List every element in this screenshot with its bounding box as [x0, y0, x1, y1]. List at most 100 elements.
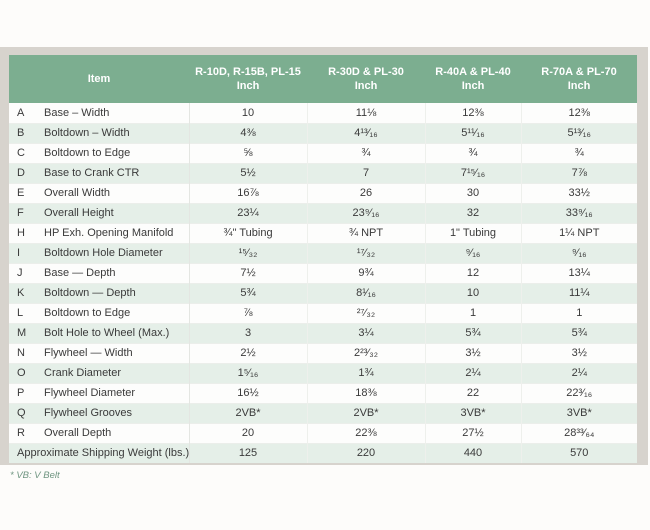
unit-label: Inch — [236, 80, 260, 92]
row-value: ²⁷⁄₃₂ — [307, 303, 426, 323]
row-value: 1¼ NPT — [559, 227, 600, 239]
row-value: 5¾ — [189, 283, 308, 303]
row-item-label: Boltdown — Depth — [33, 283, 190, 303]
row-value: 12 — [425, 263, 522, 283]
model-name: R-70A & PL-70 — [541, 66, 617, 78]
row-letter: O — [17, 367, 26, 379]
row-value: ¾ NPT — [307, 223, 426, 243]
row-item-label: Flywheel Grooves — [33, 403, 190, 423]
row-item-label: Overall Depth — [33, 423, 190, 443]
row-value: ¾ — [307, 143, 426, 163]
row-value: 12⅜ — [425, 103, 522, 123]
model-name: R-10D, R-15B, PL-15 — [195, 66, 301, 78]
table-row-shipping-weight: Approximate Shipping Weight (lbs.) 125 220… — [9, 443, 637, 463]
row-value: 32 — [425, 203, 522, 223]
row-letter: P — [17, 387, 25, 399]
row-value: 22 — [425, 383, 522, 403]
table-row: B Boltdown – Width 4⅜ 4¹³⁄₁₆ 5¹¹⁄₁₆ 5¹³⁄₁₆ — [9, 123, 637, 143]
column-header-item: Item — [9, 55, 189, 103]
row-value: 1" Tubing — [425, 223, 522, 243]
row-value: 4¹³⁄₁₆ — [307, 123, 426, 143]
row-value: 3 — [189, 323, 308, 343]
row-letter: R — [17, 427, 25, 439]
footnote: * VB: V Belt — [10, 470, 60, 481]
row-value: 7½ — [189, 263, 308, 283]
row-item-label: Boltdown to Edge — [33, 303, 190, 323]
table-row: I Boltdown Hole Diameter ¹⁵⁄₃₂ ¹⁷⁄₃₂ ⁹⁄₁₆ ⁹⁄₁… — [9, 243, 637, 263]
row-value: 125 — [189, 443, 308, 463]
row-value: 16½ — [189, 383, 308, 403]
row-value: 23⁹⁄₁₆ — [307, 203, 426, 223]
row-value: ¹⁷⁄₃₂ — [307, 243, 426, 263]
row-value: 11⅛ — [307, 103, 426, 123]
table-row: L Boltdown to Edge ⅞ ²⁷⁄₃₂ 1 1 — [9, 303, 637, 323]
row-item-label: HP Exh. Opening Manifold — [33, 223, 190, 243]
row-item-label: Base — Depth — [33, 263, 190, 283]
row-value: 3½ — [571, 347, 587, 359]
row-value: 4⅜ — [189, 123, 308, 143]
row-value: ⁹⁄₁₆ — [571, 247, 587, 259]
row-item-label: Flywheel — Width — [33, 343, 190, 363]
row-value: 11¼ — [568, 287, 590, 299]
row-value: 2½ — [189, 343, 308, 363]
row-value: 9¾ — [307, 263, 426, 283]
row-value: 1¾ — [307, 363, 426, 383]
row-value: 10 — [189, 103, 308, 123]
row-value: 5¹¹⁄₁₆ — [425, 123, 522, 143]
table-row: C Boltdown to Edge ⅝ ¾ ¾ ¾ — [9, 143, 637, 163]
row-value: 5½ — [189, 163, 308, 183]
row-value: 2¼ — [425, 363, 522, 383]
row-value: 28³³⁄₆₄ — [564, 427, 595, 439]
table-row: H HP Exh. Opening Manifold ¾" Tubing ¾ NPT 1… — [9, 223, 637, 243]
row-letter: E — [17, 187, 25, 199]
table-row: D Base to Crank CTR 5½ 7 7¹⁵⁄₁₆ 7⅞ — [9, 163, 637, 183]
row-value: 440 — [425, 443, 522, 463]
spec-table: Item R-10D, R-15B, PL-15 Inch R-30D & PL… — [9, 55, 637, 463]
row-value: 1⁵⁄₁₆ — [189, 363, 308, 383]
row-value: 10 — [425, 283, 522, 303]
row-item-label: Bolt Hole to Wheel (Max.) — [33, 323, 190, 343]
row-item-label: Crank Diameter — [33, 363, 190, 383]
row-value: 13¼ — [568, 267, 590, 279]
row-value: 5¾ — [571, 327, 587, 339]
row-value: 3½ — [425, 343, 522, 363]
row-value: 220 — [307, 443, 426, 463]
row-value: 3VB* — [566, 407, 592, 419]
row-value: ⅝ — [189, 143, 308, 163]
row-value: 33½ — [568, 187, 590, 199]
table-row: A Base – Width 10 11⅛ 12⅜ 12⅜ — [9, 103, 637, 123]
row-value: 2VB* — [189, 403, 308, 423]
row-value: ¾ — [574, 147, 584, 159]
unit-label: Inch — [567, 80, 591, 92]
table-row: Q Flywheel Grooves 2VB* 2VB* 3VB* 3VB* — [9, 403, 637, 423]
row-value: 2¼ — [571, 367, 587, 379]
table-row: F Overall Height 23¼ 23⁹⁄₁₆ 32 33⁹⁄₁₆ — [9, 203, 637, 223]
row-letter: Q — [17, 407, 26, 419]
row-letter: B — [17, 127, 25, 139]
row-letter: C — [17, 147, 25, 159]
unit-label: Inch — [461, 80, 485, 92]
unit-label: Inch — [354, 80, 378, 92]
row-value: 8¹⁄₁₆ — [307, 283, 426, 303]
row-value: 16⅞ — [189, 183, 308, 203]
row-value: 2VB* — [307, 403, 426, 423]
row-value: 5¾ — [425, 323, 522, 343]
row-value: ¹⁵⁄₃₂ — [189, 243, 308, 263]
row-value: 1 — [425, 303, 522, 323]
row-value: 1 — [576, 307, 583, 319]
table-row: M Bolt Hole to Wheel (Max.) 3 3¼ 5¾ 5¾ — [9, 323, 637, 343]
row-letter: L — [17, 307, 24, 319]
table-frame: Item R-10D, R-15B, PL-15 Inch R-30D & PL… — [0, 47, 648, 465]
row-item-label: Boltdown Hole Diameter — [33, 243, 190, 263]
row-value: ⅞ — [189, 303, 308, 323]
row-value: 23¼ — [189, 203, 308, 223]
row-item-label: Overall Width — [33, 183, 190, 203]
row-value: ⁹⁄₁₆ — [425, 243, 522, 263]
row-letter: J — [17, 267, 23, 279]
row-letter: K — [17, 287, 25, 299]
row-value: 22³⁄₁₆ — [566, 387, 593, 399]
row-value: 26 — [307, 183, 426, 203]
row-item-label: Flywheel Diameter — [33, 383, 190, 403]
row-letter: I — [17, 247, 21, 259]
model-name: R-30D & PL-30 — [328, 66, 404, 78]
